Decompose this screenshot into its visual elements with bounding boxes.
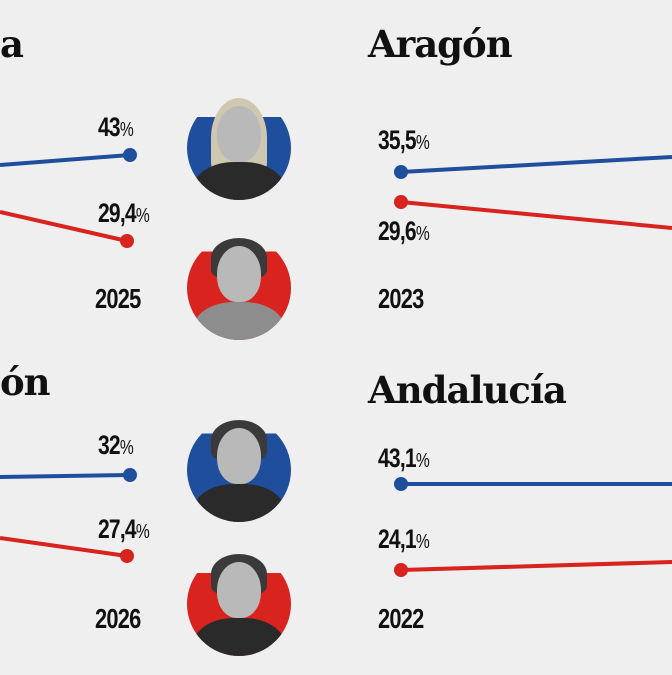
panel-title-andalucia: Andalucía [368,368,567,412]
panel-title: ón [0,360,51,404]
psoe-data-point [394,195,408,209]
psoe-value-label: 24,1% [378,524,430,554]
year-label: 2023 [378,283,424,314]
pp-data-point [394,165,408,179]
year-label: 2025 [95,283,141,314]
pp-value-label: 43% [98,112,134,142]
pp-candidate-photo [187,96,291,200]
pp-data-point [123,148,137,162]
pp-series-line [0,153,131,167]
panel-title-aragon: Aragón [368,22,513,66]
psoe-value-label: 29,6% [378,216,430,246]
psoe-value-label: 27,4% [98,514,150,544]
pp-value-label: 32% [98,430,134,460]
psoe-candidate-photo [187,236,291,340]
pp-data-point [394,477,408,491]
psoe-data-point [120,234,134,248]
pp-data-point [123,468,137,482]
panel-title: a [0,22,24,66]
psoe-series-line [0,536,128,558]
psoe-candidate-photo [187,552,291,656]
year-label: 2022 [378,603,424,634]
psoe-series-line [400,200,672,230]
pp-value-label: 35,5% [378,125,430,155]
pp-candidate-photo [187,418,291,522]
psoe-series-line [0,210,128,243]
psoe-series-line [400,560,672,572]
psoe-data-point [120,549,134,563]
psoe-value-label: 29,4% [98,198,150,228]
pp-series-line [0,473,131,479]
year-label: 2026 [95,603,141,634]
psoe-data-point [394,563,408,577]
pp-series-line [400,155,672,174]
pp-value-label: 43,1% [378,443,430,473]
